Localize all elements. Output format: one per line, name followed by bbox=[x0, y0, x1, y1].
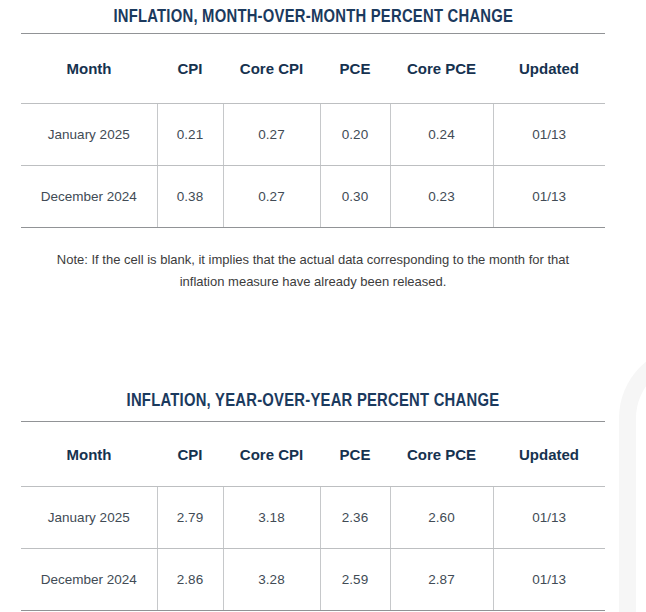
mom-table-title: INFLATION, MONTH-OVER-MONTH PERCENT CHAN… bbox=[21, 5, 605, 27]
cell-pce: 2.59 bbox=[320, 549, 390, 611]
header-row: Month CPI Core CPI PCE Core PCE Updated bbox=[21, 422, 605, 487]
cell-core-cpi: 0.27 bbox=[223, 104, 320, 166]
column-header-cpi: CPI bbox=[157, 34, 223, 104]
cell-month: December 2024 bbox=[21, 166, 157, 228]
cell-cpi: 0.21 bbox=[157, 104, 223, 166]
cell-cpi: 0.38 bbox=[157, 166, 223, 228]
cell-month: January 2025 bbox=[21, 104, 157, 166]
cell-month: January 2025 bbox=[21, 487, 157, 549]
mom-table-header: Month CPI Core CPI PCE Core PCE Updated bbox=[21, 34, 605, 104]
yoy-table-title: INFLATION, YEAR-OVER-YEAR PERCENT CHANGE bbox=[21, 389, 605, 411]
yoy-inflation-table: Month CPI Core CPI PCE Core PCE Updated … bbox=[21, 421, 605, 611]
cell-pce: 0.20 bbox=[320, 104, 390, 166]
cell-core-pce: 2.60 bbox=[390, 487, 493, 549]
cell-updated: 01/13 bbox=[493, 166, 605, 228]
column-header-month: Month bbox=[21, 34, 157, 104]
cell-pce: 2.36 bbox=[320, 487, 390, 549]
table-note-line-1: Note: If the cell is blank, it implies t… bbox=[21, 249, 605, 271]
cell-core-cpi: 0.27 bbox=[223, 166, 320, 228]
cell-updated: 01/13 bbox=[493, 104, 605, 166]
mom-inflation-table: Month CPI Core CPI PCE Core PCE Updated … bbox=[21, 33, 605, 228]
cell-pce: 0.30 bbox=[320, 166, 390, 228]
column-header-month: Month bbox=[21, 422, 157, 487]
column-header-updated: Updated bbox=[493, 34, 605, 104]
cell-updated: 01/13 bbox=[493, 487, 605, 549]
cell-core-pce: 0.23 bbox=[390, 166, 493, 228]
cell-core-pce: 2.87 bbox=[390, 549, 493, 611]
table-note: Note: If the cell is blank, it implies t… bbox=[21, 249, 605, 293]
column-header-cpi: CPI bbox=[157, 422, 223, 487]
column-header-pce: PCE bbox=[320, 422, 390, 487]
cell-core-cpi: 3.18 bbox=[223, 487, 320, 549]
background-watermark-shape bbox=[619, 346, 646, 612]
cell-core-cpi: 3.28 bbox=[223, 549, 320, 611]
yoy-table-header: Month CPI Core CPI PCE Core PCE Updated bbox=[21, 422, 605, 487]
mom-table-title-text: INFLATION, MONTH-OVER-MONTH PERCENT CHAN… bbox=[113, 5, 513, 27]
column-header-pce: PCE bbox=[320, 34, 390, 104]
table-note-line-2: inflation measure have already been rele… bbox=[21, 271, 605, 293]
column-header-core-cpi: Core CPI bbox=[223, 34, 320, 104]
table-row: January 2025 0.21 0.27 0.20 0.24 01/13 bbox=[21, 104, 605, 166]
inflation-nowcast-page: INFLATION, MONTH-OVER-MONTH PERCENT CHAN… bbox=[0, 0, 646, 612]
column-header-updated: Updated bbox=[493, 422, 605, 487]
cell-month: December 2024 bbox=[21, 549, 157, 611]
column-header-core-pce: Core PCE bbox=[390, 34, 493, 104]
table-row: January 2025 2.79 3.18 2.36 2.60 01/13 bbox=[21, 487, 605, 549]
column-header-core-pce: Core PCE bbox=[390, 422, 493, 487]
yoy-table-title-text: INFLATION, YEAR-OVER-YEAR PERCENT CHANGE bbox=[127, 389, 500, 411]
table-row: December 2024 0.38 0.27 0.30 0.23 01/13 bbox=[21, 166, 605, 228]
cell-cpi: 2.86 bbox=[157, 549, 223, 611]
table-row: December 2024 2.86 3.28 2.59 2.87 01/13 bbox=[21, 549, 605, 611]
cell-cpi: 2.79 bbox=[157, 487, 223, 549]
cell-core-pce: 0.24 bbox=[390, 104, 493, 166]
column-header-core-cpi: Core CPI bbox=[223, 422, 320, 487]
header-row: Month CPI Core CPI PCE Core PCE Updated bbox=[21, 34, 605, 104]
cell-updated: 01/13 bbox=[493, 549, 605, 611]
